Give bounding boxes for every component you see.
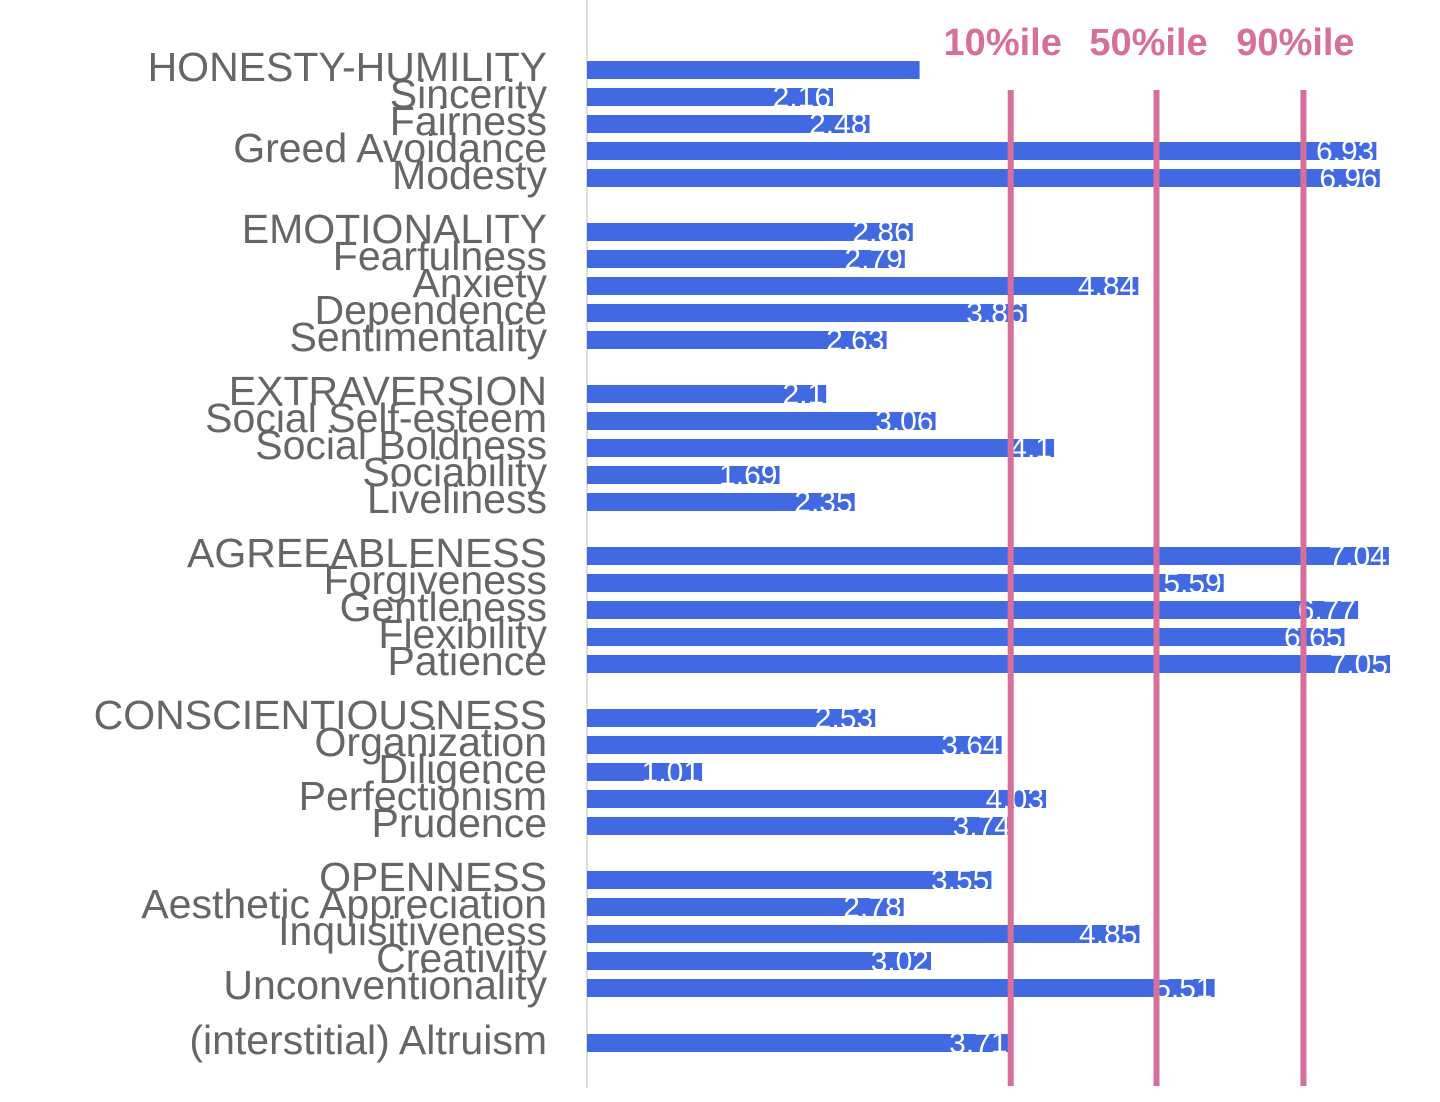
category-label: Fairness: [390, 98, 547, 144]
bar: [587, 142, 1377, 160]
category-label: Inquisitiveness: [278, 908, 547, 954]
category-label: Modesty: [392, 152, 547, 198]
category-label: Unconventionality: [223, 962, 547, 1008]
category-label: Sentimentality: [289, 314, 547, 360]
bar: [587, 736, 1002, 754]
bar: [587, 331, 887, 349]
value-label: 6.93: [1316, 135, 1374, 168]
bar: [587, 466, 780, 484]
category-label: Creativity: [376, 935, 547, 981]
bar: [587, 223, 913, 241]
bar: [587, 817, 1013, 835]
value-label: 2.78: [843, 891, 901, 924]
bar: [587, 628, 1345, 646]
category-label: Social Boldness: [255, 422, 547, 468]
bar: [587, 952, 931, 970]
category-label: HONESTY-HUMILITY: [148, 44, 547, 90]
value-label: 2.63: [826, 324, 884, 357]
category-label: EXTRAVERSION: [229, 368, 547, 414]
value-label: 7.04: [1328, 540, 1386, 573]
bar: [587, 250, 905, 268]
value-label: 5.51: [1154, 972, 1212, 1005]
bar: [587, 601, 1359, 619]
category-label: Gentleness: [340, 584, 547, 630]
bar: [587, 385, 827, 403]
bar: [587, 790, 1047, 808]
category-label: (interstitial) Altruism: [189, 1017, 547, 1063]
category-label: Liveliness: [367, 476, 547, 522]
value-label: 2.48: [809, 108, 867, 141]
bar: [587, 277, 1139, 295]
value-label: 2.53: [815, 702, 873, 735]
bar: [587, 439, 1054, 457]
category-label: Sociability: [362, 449, 547, 495]
percentile-label: 50%ile: [1089, 22, 1207, 64]
category-label: CONSCIENTIOUSNESS: [94, 692, 547, 738]
value-label: 2.79: [844, 243, 902, 276]
value-label: 2.35: [794, 486, 852, 519]
category-label: Aesthetic Appreciation: [141, 881, 547, 927]
bar: [587, 493, 855, 511]
value-label: 1.69: [719, 459, 777, 492]
category-label: Diligence: [378, 746, 547, 792]
value-label: 3.86: [966, 297, 1024, 330]
value-label: 4.85: [1079, 918, 1137, 951]
category-label: Forgiveness: [324, 557, 547, 603]
bar: [587, 574, 1224, 592]
value-label: 6.77: [1298, 594, 1356, 627]
category-label: Prudence: [371, 800, 547, 846]
category-label: Greed Avoidance: [233, 125, 547, 171]
category-label: Social Self-esteem: [205, 395, 547, 441]
category-label: EMOTIONALITY: [242, 206, 547, 252]
bar: [587, 115, 870, 133]
value-label: 5.59: [1163, 567, 1221, 600]
category-label: Patience: [387, 638, 547, 684]
value-label: 3.02: [871, 945, 929, 978]
value-label: 6.65: [1284, 621, 1342, 654]
value-label: 3.64: [941, 729, 999, 762]
bar: [587, 304, 1027, 322]
value-label: 3.55: [931, 864, 989, 897]
category-label: Fearfulness: [333, 233, 547, 279]
category-label: Perfectionism: [299, 773, 547, 819]
value-label: 4.03: [986, 783, 1044, 816]
value-label: 2.86: [852, 216, 910, 249]
bar: [587, 979, 1215, 997]
value-label: 4.1: [1010, 432, 1052, 465]
value-label: 3.74: [953, 810, 1011, 843]
bar: [587, 763, 703, 781]
category-label: Sincerity: [390, 71, 548, 117]
value-label: 4.84: [1078, 270, 1136, 303]
bar: [587, 88, 834, 106]
bar: [587, 709, 876, 727]
category-label: Dependence: [314, 287, 547, 333]
bar: [587, 412, 936, 430]
percentile-label: 10%ile: [944, 22, 1062, 64]
value-label: 6.96: [1319, 162, 1377, 195]
bar: [587, 547, 1389, 565]
value-label: 3.06: [875, 405, 933, 438]
value-label: 2.16: [773, 81, 831, 114]
category-label: Organization: [315, 719, 547, 765]
bar: [587, 655, 1390, 673]
bar: [587, 898, 904, 916]
category-label: OPENNESS: [319, 854, 547, 900]
category-label: Flexibility: [378, 611, 547, 657]
value-label: 1.01: [642, 756, 700, 789]
bar: [587, 871, 992, 889]
bar: [587, 1034, 1010, 1052]
category-label: Anxiety: [413, 260, 548, 306]
bar: [587, 925, 1140, 943]
value-label: 3.71: [949, 1027, 1007, 1060]
bar: [587, 61, 920, 79]
value-label: 2.1: [782, 378, 824, 411]
category-label: AGREEABLENESS: [187, 530, 547, 576]
bar: [587, 169, 1380, 187]
value-label: 7.05: [1330, 648, 1388, 681]
percentile-label: 90%ile: [1236, 22, 1354, 64]
